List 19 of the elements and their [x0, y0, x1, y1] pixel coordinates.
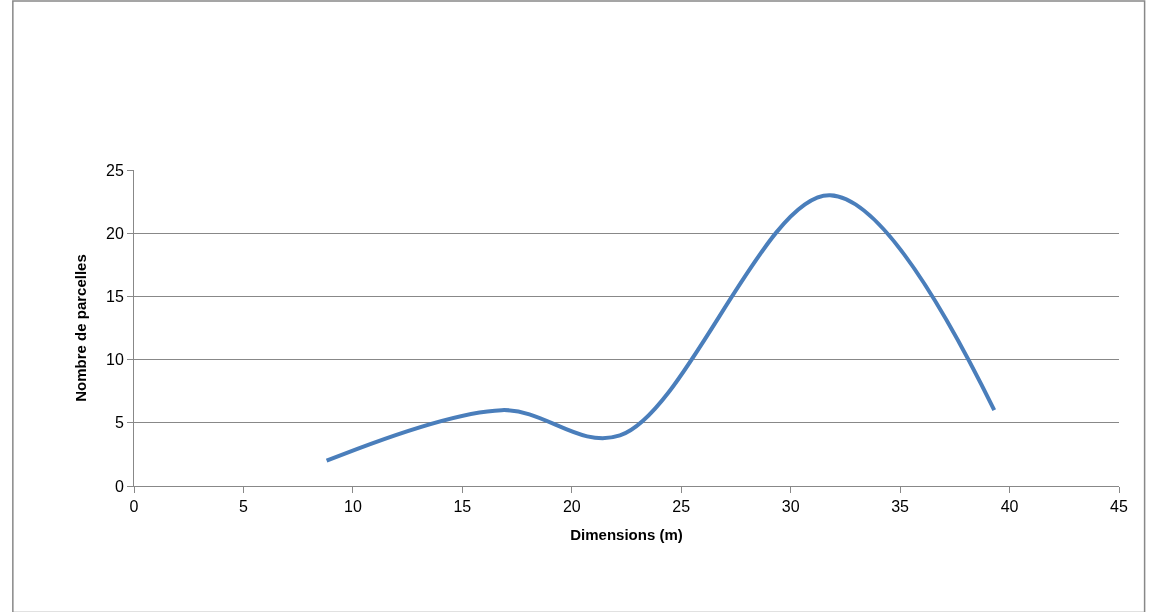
- x-tick-label: 15: [453, 498, 472, 516]
- y-tick-label: 5: [114, 414, 124, 432]
- y-axis-title: Nombre de parcelles: [72, 254, 90, 402]
- line-series: [324, 193, 997, 463]
- y-tick-label: 0: [114, 477, 124, 495]
- y-tick-label: 25: [106, 161, 124, 179]
- x-axis-title: Dimensions (m): [570, 526, 683, 544]
- y-tick-label: 20: [106, 224, 124, 242]
- x-tick-label: 10: [343, 498, 362, 516]
- x-tick-label: 30: [781, 498, 800, 516]
- x-tick-label: 5: [238, 498, 248, 516]
- y-tick-label: 15: [106, 288, 124, 305]
- x-tick-label: 25: [672, 498, 691, 516]
- x-tick-label: 0: [129, 498, 139, 516]
- y-tick-label: 10: [106, 351, 124, 369]
- x-tick-label: 20: [562, 498, 581, 516]
- x-tick-label: 35: [891, 498, 910, 516]
- x-tick-label: 45: [1110, 498, 1128, 516]
- x-tick-label: 40: [1000, 498, 1019, 516]
